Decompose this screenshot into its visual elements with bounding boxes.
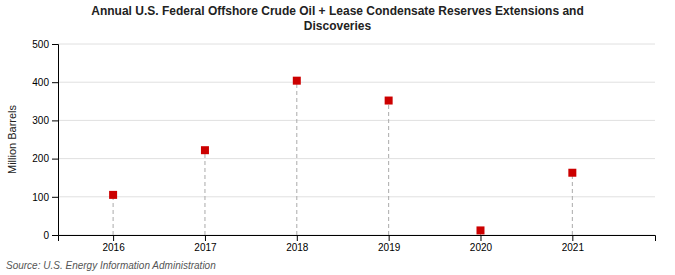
marks (109, 77, 576, 235)
tick-label: 300 (32, 115, 49, 126)
tick-label: 2017 (194, 242, 217, 253)
stem (204, 150, 205, 235)
grid-line (58, 196, 655, 197)
x-tick: 2021 (562, 235, 585, 253)
y-tick: 300 (32, 115, 58, 126)
tick-mark (389, 235, 390, 241)
point (568, 169, 576, 177)
y-tick: 100 (32, 192, 58, 203)
stem (572, 173, 573, 235)
tick-label: 2016 (102, 242, 125, 253)
x-tick: 2017 (194, 235, 217, 253)
tick-mark (52, 82, 58, 83)
point (293, 77, 301, 85)
point (109, 191, 117, 199)
tick-mark (113, 235, 114, 241)
point (385, 97, 393, 105)
tick-mark (572, 235, 573, 241)
x-tick: 2019 (378, 235, 401, 253)
chart-container: Annual U.S. Federal Offshore Crude Oil +… (0, 0, 675, 275)
axis-line (59, 236, 656, 242)
tick-label: 100 (32, 192, 49, 203)
tick-label: 0 (43, 230, 49, 241)
title: Discoveries (304, 19, 372, 33)
plot-area: 2016 2017 2018 2019 2020 2021 0 100 200 300 400 500 (32, 39, 655, 253)
point (201, 146, 209, 154)
y-tick: 500 (32, 39, 58, 50)
annotation: Source: U.S. Energy Information Administ… (6, 260, 216, 271)
tick-label: 2020 (470, 242, 493, 253)
stem (388, 101, 389, 235)
tick-mark (480, 235, 481, 241)
grid (58, 44, 655, 235)
tick-mark (52, 120, 58, 121)
grid-line (58, 44, 655, 45)
tick-label: 2018 (286, 242, 309, 253)
x-axis: 2016 2017 2018 2019 2020 2021 (59, 235, 656, 253)
y-tick: 200 (32, 153, 58, 164)
x-tick: 2020 (470, 235, 493, 253)
y-label: Million Barrels (6, 104, 18, 174)
tick-mark (205, 235, 206, 241)
tick-mark (52, 159, 58, 160)
tick-label: 200 (32, 153, 49, 164)
point (476, 226, 484, 234)
tick-mark (52, 197, 58, 198)
tick-mark (52, 235, 58, 236)
tick-mark (297, 235, 298, 241)
grid-line (58, 82, 655, 83)
tick-label: 2019 (378, 242, 401, 253)
y-tick: 0 (43, 230, 58, 241)
tick-label: 500 (32, 39, 49, 50)
chart-svg: Annual U.S. Federal Offshore Crude Oil +… (0, 0, 675, 275)
x-tick: 2018 (286, 235, 309, 253)
tick-label: 2021 (562, 242, 585, 253)
grid-line (58, 120, 655, 121)
x-tick: 2016 (102, 235, 125, 253)
tick-label: 400 (32, 77, 49, 88)
grid-line (58, 158, 655, 159)
axis-line (52, 45, 59, 236)
stem (113, 195, 114, 235)
y-tick: 400 (32, 77, 58, 88)
y-axis: 0 100 200 300 400 500 (32, 39, 58, 241)
title: Annual U.S. Federal Offshore Crude Oil +… (91, 4, 583, 18)
tick-mark (52, 44, 58, 45)
stem (296, 81, 297, 235)
